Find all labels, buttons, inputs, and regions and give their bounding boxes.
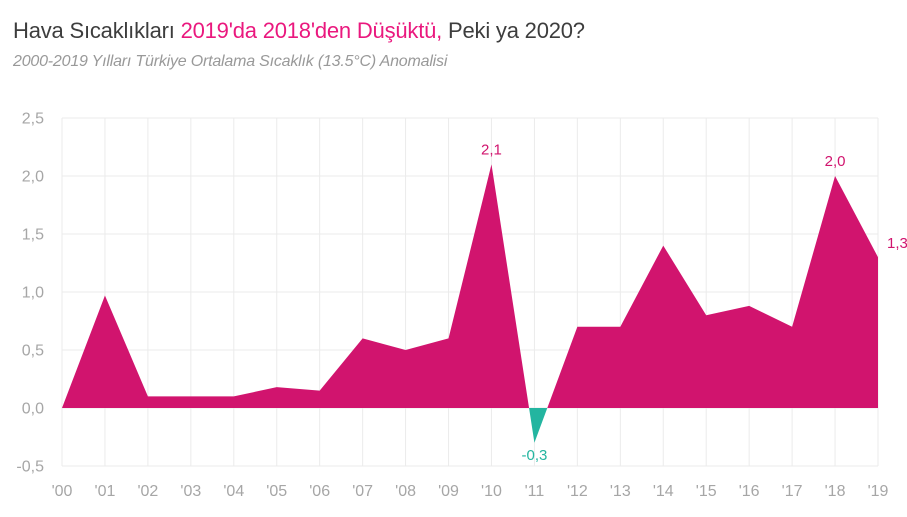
x-tick-label: '04 — [223, 483, 244, 500]
x-tick-label: '16 — [739, 483, 760, 500]
x-tick-label: '10 — [481, 483, 502, 500]
x-tick-label: '18 — [825, 483, 846, 500]
point-value-label: -0,3 — [521, 447, 547, 464]
y-tick-label: 0,0 — [22, 401, 44, 418]
x-tick-label: '08 — [395, 483, 416, 500]
x-tick-label: '05 — [266, 483, 287, 500]
point-value-label: 2,0 — [825, 153, 846, 170]
x-axis-labels: '00 '01 '02 '03 '04 '05 '06 '07 '08 '09 '10 '11 '12 '… — [52, 483, 889, 500]
point-value-label: 2,1 — [481, 141, 502, 158]
y-tick-label: 1,5 — [22, 227, 44, 244]
chart-title: Hava Sıcaklıkları 2019'da 2018'den Düşük… — [13, 18, 893, 44]
x-tick-label: '07 — [352, 483, 373, 500]
x-tick-label: '02 — [137, 483, 158, 500]
title-text-lead: Hava Sıcaklıkları — [13, 18, 181, 43]
x-tick-label: '06 — [309, 483, 330, 500]
x-tick-label: '01 — [95, 483, 116, 500]
x-tick-label: '03 — [180, 483, 201, 500]
area-positive — [62, 164, 878, 408]
y-axis-labels: 2,5 2,0 1,5 1,0 0,5 0,0 -0,5 — [16, 111, 44, 476]
x-tick-label: '00 — [52, 483, 73, 500]
y-tick-label: 0,5 — [22, 343, 44, 360]
title-text-tail: Peki ya 2020? — [442, 18, 585, 43]
y-tick-label: -0,5 — [16, 459, 44, 476]
x-tick-label: '11 — [525, 483, 545, 500]
point-labels: 2,1 -0,3 2,0 1,3 — [481, 141, 907, 463]
chart-subtitle: 2000-2019 Yılları Türkiye Ortalama Sıcak… — [13, 53, 448, 70]
chart-header: Hava Sıcaklıkları 2019'da 2018'den Düşük… — [13, 18, 893, 71]
x-tick-label: '15 — [696, 483, 717, 500]
x-tick-label: '14 — [653, 483, 674, 500]
x-tick-label: '12 — [567, 483, 588, 500]
x-tick-label: '17 — [782, 483, 803, 500]
x-tick-label: '13 — [610, 483, 631, 500]
y-tick-label: 2,5 — [22, 111, 44, 128]
y-tick-label: 2,0 — [22, 169, 44, 186]
x-tick-label: '19 — [868, 483, 889, 500]
x-tick-label: '09 — [438, 483, 459, 500]
y-tick-label: 1,0 — [22, 285, 44, 302]
point-value-label: 1,3 — [887, 235, 907, 252]
title-text-highlight: 2019'da 2018'den Düşüktü, — [180, 18, 443, 43]
